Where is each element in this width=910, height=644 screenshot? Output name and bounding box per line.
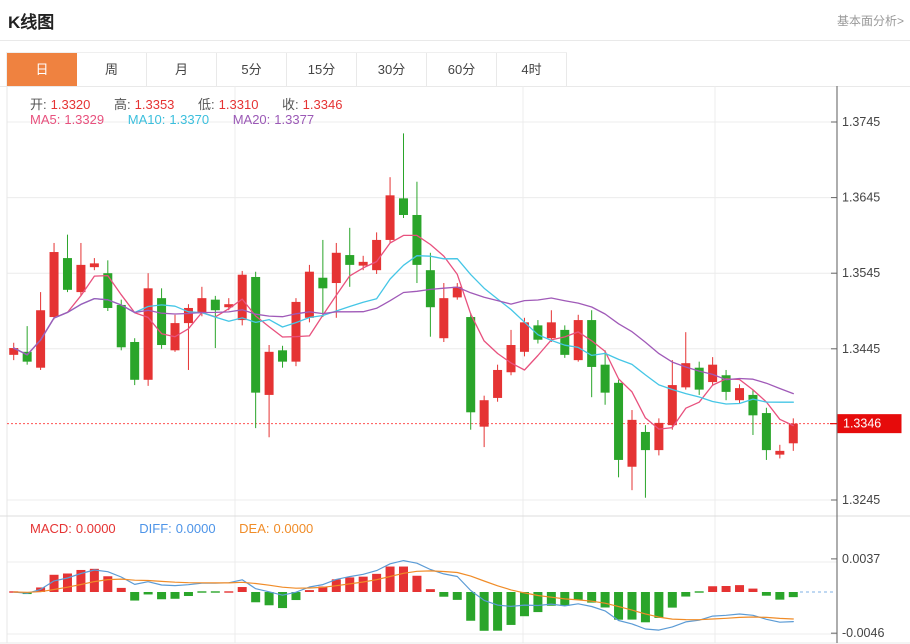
ma10-value: 1.3370 [169,112,210,127]
macd-value: 0.0000 [75,521,116,536]
ma5-value: 1.3329 [64,112,105,127]
macd-label: MACD: [30,521,72,536]
tab-week[interactable]: 周 [77,53,147,87]
tab-5min[interactable]: 5分 [217,53,287,87]
open-label: 开: [30,97,47,112]
low-label: 低: [198,97,215,112]
open-value: 1.3320 [50,97,91,112]
chart-top-border [0,86,910,87]
svg-text:1.3645: 1.3645 [842,191,880,205]
dea-label: DEA: [239,521,270,536]
svg-text:1.3745: 1.3745 [842,115,880,129]
tab-60min[interactable]: 60分 [427,53,497,87]
ohlc-legend: 开: 1.3320 高: 1.3353 低: 1.3310 收: 1.3346 [30,94,346,113]
title-separator [0,40,910,41]
ma20-label: MA20: [232,112,271,127]
ma-legend: MA5: 1.3329 MA10: 1.3370 MA20: 1.3377 [30,112,318,127]
close-value: 1.3346 [302,97,343,112]
page-title: K线图 [8,13,55,32]
svg-text:1.3346: 1.3346 [843,417,881,431]
diff-value: 0.0000 [175,521,216,536]
ma5-label: MA5: [30,112,61,127]
tab-day[interactable]: 日 [7,53,77,87]
fundamental-analysis-link[interactable]: 基本面分析> [836,14,904,28]
ma20-value: 1.3377 [274,112,315,127]
ma10-label: MA10: [127,112,166,127]
svg-text:1.3245: 1.3245 [842,493,880,507]
svg-text:1.3545: 1.3545 [842,266,880,280]
high-value: 1.3353 [134,97,175,112]
dea-value: 0.0000 [273,521,314,536]
svg-text:1.3445: 1.3445 [842,342,880,356]
tab-month[interactable]: 月 [147,53,217,87]
high-label: 高: [114,97,131,112]
tab-15min[interactable]: 15分 [287,53,357,87]
diff-label: DIFF: [139,521,172,536]
macd-legend: MACD: 0.0000 DIFF: 0.0000 DEA: 0.0000 [30,521,317,536]
close-label: 收: [282,97,299,112]
tab-4hour[interactable]: 4时 [497,53,567,87]
tab-30min[interactable]: 30分 [357,53,427,87]
interval-tabbar: 日 周 月 5分 15分 30分 60分 4时 [6,52,567,87]
low-value: 1.3310 [218,97,259,112]
svg-text:-0.0046: -0.0046 [842,626,884,640]
current-price-badge: 1.3346 [837,414,902,434]
svg-text:0.0037: 0.0037 [842,552,880,566]
